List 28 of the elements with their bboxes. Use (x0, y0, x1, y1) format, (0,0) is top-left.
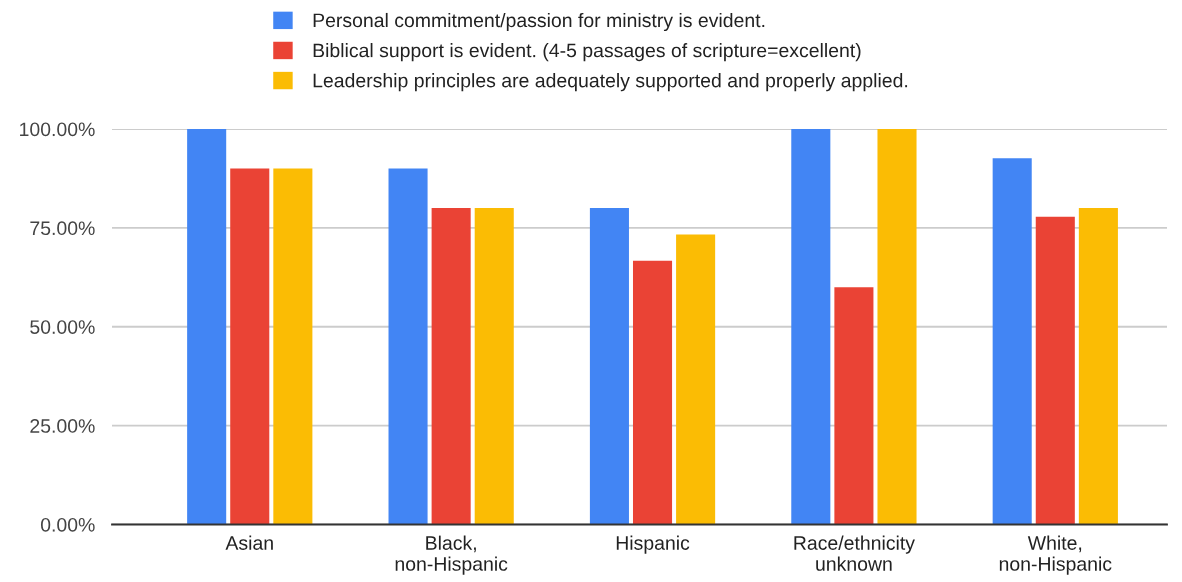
y-tick-label: 0.00% (40, 517, 95, 532)
y-tick-label: 75.00% (30, 221, 95, 236)
bar (474, 208, 514, 525)
legend-label: Biblical support is evident. (4-5 passages of scripture=excellent) (313, 43, 861, 62)
x-tick-label: Race/ethnicity unknown (794, 535, 915, 571)
bar (230, 168, 270, 525)
x-tick-label: White, non-Hispanic (999, 535, 1112, 575)
bar (1035, 216, 1075, 525)
bar (388, 168, 428, 525)
y-tick-label: 50.00% (30, 320, 95, 334)
y-tick-label: 25.00% (30, 419, 95, 433)
x-tick-label: Black, non-Hispanic (395, 535, 508, 575)
bar (273, 168, 313, 525)
bar (431, 208, 471, 525)
bar (1078, 208, 1118, 525)
legend-label: Leadership principles are adequately supported and properly applied. (313, 73, 908, 92)
bar (187, 129, 227, 525)
x-tick-label: Asian (225, 535, 273, 550)
x-tick-label: Hispanic (616, 535, 690, 554)
bar (834, 287, 874, 525)
bar (632, 260, 673, 525)
bar (589, 208, 629, 525)
bar (791, 129, 831, 525)
legend-label: Personal commitment/passion for ministry is evident. (313, 12, 765, 32)
bar (676, 234, 716, 525)
y-tick-label: 100.00% (20, 122, 95, 137)
bar (992, 158, 1032, 525)
bar (877, 129, 917, 525)
